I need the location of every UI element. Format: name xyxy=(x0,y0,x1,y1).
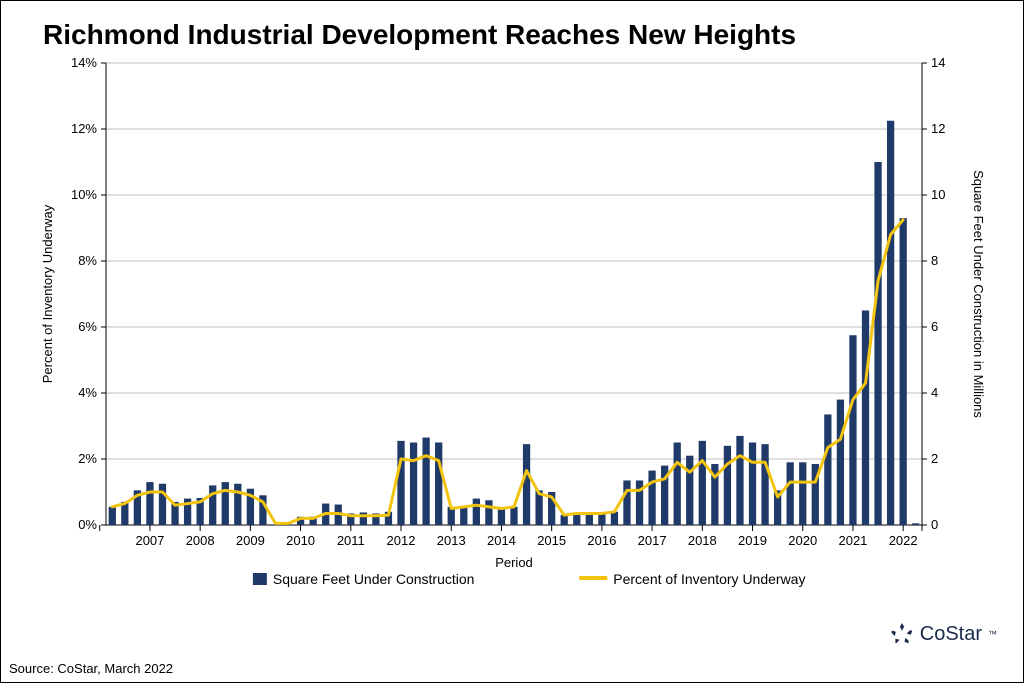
source-text: Source: CoStar, March 2022 xyxy=(9,661,173,676)
svg-text:2019: 2019 xyxy=(738,533,767,548)
svg-text:2009: 2009 xyxy=(236,533,265,548)
svg-text:10%: 10% xyxy=(71,187,97,202)
svg-text:2020: 2020 xyxy=(788,533,817,548)
bars-group xyxy=(109,121,920,525)
svg-text:2008: 2008 xyxy=(186,533,215,548)
svg-text:2013: 2013 xyxy=(437,533,466,548)
svg-text:Percent of Inventory Underway: Percent of Inventory Underway xyxy=(613,571,805,587)
svg-text:2017: 2017 xyxy=(638,533,667,548)
svg-text:2015: 2015 xyxy=(537,533,566,548)
svg-text:10: 10 xyxy=(931,187,945,202)
svg-text:2: 2 xyxy=(931,451,938,466)
svg-text:8: 8 xyxy=(931,253,938,268)
svg-text:14%: 14% xyxy=(71,57,97,70)
svg-text:2022: 2022 xyxy=(889,533,918,548)
chart-svg: 0% 0 2% 2 4% 4 6% 6 8% 8 10% 10 12% 12 14% 14 2007 2008 20… xyxy=(32,57,992,597)
chart-container: 0% 0 2% 2 4% 4 6% 6 8% 8 10% 10 12% 12 14% 14 2007 2008 20… xyxy=(32,57,992,597)
svg-text:2021: 2021 xyxy=(838,533,867,548)
svg-text:Period: Period xyxy=(495,555,533,570)
svg-text:12%: 12% xyxy=(71,121,97,136)
svg-text:14: 14 xyxy=(931,57,945,70)
svg-text:2016: 2016 xyxy=(587,533,616,548)
logo-text: CoStar xyxy=(920,623,982,646)
svg-text:Percent of Inventory Underway: Percent of Inventory Underway xyxy=(40,204,55,383)
logo-icon xyxy=(890,622,914,646)
svg-text:0%: 0% xyxy=(78,517,97,532)
svg-text:2012: 2012 xyxy=(387,533,416,548)
svg-text:12: 12 xyxy=(931,121,945,136)
logo-tm: ™ xyxy=(988,629,997,639)
svg-text:0: 0 xyxy=(931,517,938,532)
svg-text:8%: 8% xyxy=(78,253,97,268)
costar-logo: CoStar ™ xyxy=(890,622,997,646)
svg-text:2018: 2018 xyxy=(688,533,717,548)
svg-text:2%: 2% xyxy=(78,451,97,466)
svg-text:6: 6 xyxy=(931,319,938,334)
svg-text:4%: 4% xyxy=(78,385,97,400)
svg-text:2014: 2014 xyxy=(487,533,516,548)
svg-text:2010: 2010 xyxy=(286,533,315,548)
svg-text:2007: 2007 xyxy=(135,533,164,548)
svg-text:Square Feet Under Construction: Square Feet Under Construction xyxy=(273,571,475,587)
svg-text:4: 4 xyxy=(931,385,938,400)
svg-text:Square Feet Under Construction: Square Feet Under Construction in Millio… xyxy=(971,170,986,418)
svg-text:6%: 6% xyxy=(78,319,97,334)
chart-frame: Richmond Industrial Development Reaches … xyxy=(0,0,1024,683)
chart-title: Richmond Industrial Development Reaches … xyxy=(43,19,1005,51)
svg-text:2011: 2011 xyxy=(337,533,365,548)
